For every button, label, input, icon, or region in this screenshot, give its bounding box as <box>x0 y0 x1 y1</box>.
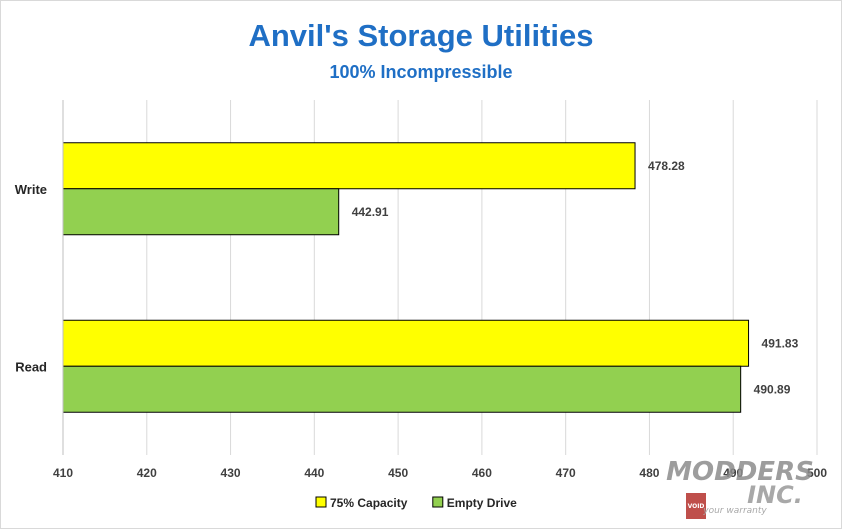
x-tick-label: 440 <box>304 466 324 480</box>
legend-label: Empty Drive <box>447 496 517 510</box>
x-tick-label: 460 <box>472 466 492 480</box>
axes: 410 420 430 440 450 460 470 480 490 500 Write Read <box>15 100 827 480</box>
data-label: 491.83 <box>762 336 799 350</box>
data-label: 442.91 <box>352 205 389 219</box>
x-tick-label: 470 <box>556 466 576 480</box>
watermark-badge <box>686 493 706 519</box>
x-tick-label: 450 <box>388 466 408 480</box>
legend-label: 75% Capacity <box>330 496 408 510</box>
x-tick-label: 490 <box>723 466 743 480</box>
category-label: Read <box>15 359 47 374</box>
bar <box>62 365 742 413</box>
chart-subtitle: 100% Incompressible <box>329 62 512 82</box>
x-tick-label: 430 <box>221 466 241 480</box>
chart-title: Anvil's Storage Utilities <box>248 18 593 53</box>
x-tick-label: 420 <box>137 466 157 480</box>
bar <box>62 188 340 236</box>
watermark-tagline: your warranty <box>702 506 767 516</box>
bars <box>62 142 750 413</box>
data-labels: 478.28 442.91 491.83 490.89 <box>352 159 799 397</box>
watermark-bottom-text: INC. <box>747 481 803 509</box>
legend: 75% Capacity Empty Drive <box>315 496 517 510</box>
data-label: 490.89 <box>754 382 791 396</box>
bar <box>62 319 750 367</box>
watermark-badge-text: VOID <box>688 503 705 510</box>
watermark-logo: MODDERS INC. VOID your warranty <box>666 457 814 519</box>
watermark-top-text: MODDERS <box>666 457 814 487</box>
legend-swatch <box>315 496 327 508</box>
x-tick-label: 480 <box>639 466 659 480</box>
category-label: Write <box>15 182 47 197</box>
x-tick-label: 410 <box>53 466 73 480</box>
legend-swatch <box>432 496 444 508</box>
x-tick-label: 500 <box>807 466 827 480</box>
data-label: 478.28 <box>648 159 685 173</box>
bar <box>62 142 636 190</box>
